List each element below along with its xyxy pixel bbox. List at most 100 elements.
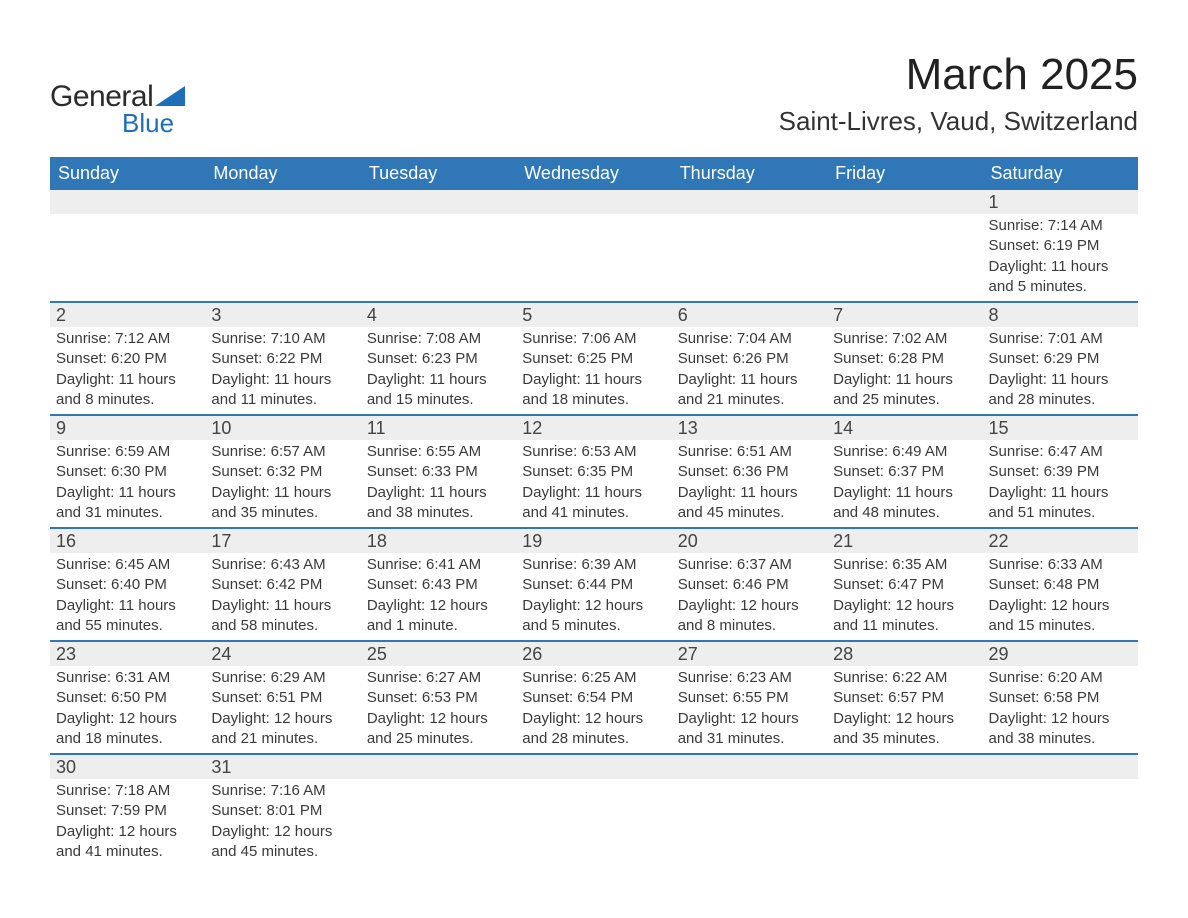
calendar-cell: 12Sunrise: 6:53 AMSunset: 6:35 PMDayligh… — [516, 415, 671, 528]
sunset-text: Sunset: 6:43 PM — [367, 575, 510, 595]
sunrise-text: Sunrise: 6:39 AM — [522, 555, 665, 575]
location: Saint-Livres, Vaud, Switzerland — [779, 106, 1138, 137]
calendar-cell — [516, 190, 671, 302]
calendar-header-row: SundayMondayTuesdayWednesdayThursdayFrid… — [50, 157, 1138, 190]
day-number: 21 — [827, 529, 982, 553]
calendar-cell — [50, 190, 205, 302]
day-body: Sunrise: 6:23 AMSunset: 6:55 PMDaylight:… — [672, 666, 827, 753]
day-body — [827, 214, 982, 292]
day-body — [672, 214, 827, 292]
day-body: Sunrise: 6:49 AMSunset: 6:37 PMDaylight:… — [827, 440, 982, 527]
calendar-cell: 30Sunrise: 7:18 AMSunset: 7:59 PMDayligh… — [50, 754, 205, 866]
sunrise-text: Sunrise: 6:20 AM — [989, 668, 1132, 688]
calendar-week: 9Sunrise: 6:59 AMSunset: 6:30 PMDaylight… — [50, 415, 1138, 528]
day-body: Sunrise: 6:20 AMSunset: 6:58 PMDaylight:… — [983, 666, 1138, 753]
sunrise-text: Sunrise: 7:10 AM — [211, 329, 354, 349]
sunrise-text: Sunrise: 6:49 AM — [833, 442, 976, 462]
daylight-text: Daylight: 12 hours and 25 minutes. — [367, 709, 510, 750]
daylight-text: Daylight: 12 hours and 15 minutes. — [989, 596, 1132, 637]
sunrise-text: Sunrise: 6:43 AM — [211, 555, 354, 575]
sunrise-text: Sunrise: 6:35 AM — [833, 555, 976, 575]
day-number: 10 — [205, 416, 360, 440]
day-body: Sunrise: 6:29 AMSunset: 6:51 PMDaylight:… — [205, 666, 360, 753]
sunset-text: Sunset: 6:30 PM — [56, 462, 199, 482]
sunset-text: Sunset: 6:39 PM — [989, 462, 1132, 482]
day-number — [983, 755, 1138, 779]
calendar-table: SundayMondayTuesdayWednesdayThursdayFrid… — [50, 157, 1138, 866]
sunset-text: Sunset: 6:19 PM — [989, 236, 1132, 256]
day-body: Sunrise: 6:53 AMSunset: 6:35 PMDaylight:… — [516, 440, 671, 527]
day-body: Sunrise: 6:45 AMSunset: 6:40 PMDaylight:… — [50, 553, 205, 640]
day-number: 29 — [983, 642, 1138, 666]
sunset-text: Sunset: 6:50 PM — [56, 688, 199, 708]
day-number: 9 — [50, 416, 205, 440]
daylight-text: Daylight: 11 hours and 38 minutes. — [367, 483, 510, 524]
day-body: Sunrise: 6:43 AMSunset: 6:42 PMDaylight:… — [205, 553, 360, 640]
daylight-text: Daylight: 12 hours and 11 minutes. — [833, 596, 976, 637]
sunset-text: Sunset: 6:53 PM — [367, 688, 510, 708]
calendar-cell: 10Sunrise: 6:57 AMSunset: 6:32 PMDayligh… — [205, 415, 360, 528]
day-number — [361, 755, 516, 779]
sunset-text: Sunset: 6:57 PM — [833, 688, 976, 708]
calendar-cell: 8Sunrise: 7:01 AMSunset: 6:29 PMDaylight… — [983, 302, 1138, 415]
sunrise-text: Sunrise: 6:59 AM — [56, 442, 199, 462]
sunset-text: Sunset: 6:32 PM — [211, 462, 354, 482]
daylight-text: Daylight: 11 hours and 28 minutes. — [989, 370, 1132, 411]
calendar-cell: 3Sunrise: 7:10 AMSunset: 6:22 PMDaylight… — [205, 302, 360, 415]
daylight-text: Daylight: 11 hours and 31 minutes. — [56, 483, 199, 524]
calendar-cell — [827, 190, 982, 302]
day-body — [516, 214, 671, 292]
sunset-text: Sunset: 6:35 PM — [522, 462, 665, 482]
daylight-text: Daylight: 11 hours and 51 minutes. — [989, 483, 1132, 524]
calendar-cell: 7Sunrise: 7:02 AMSunset: 6:28 PMDaylight… — [827, 302, 982, 415]
day-body: Sunrise: 6:31 AMSunset: 6:50 PMDaylight:… — [50, 666, 205, 753]
daylight-text: Daylight: 11 hours and 45 minutes. — [678, 483, 821, 524]
day-number: 11 — [361, 416, 516, 440]
calendar-cell: 17Sunrise: 6:43 AMSunset: 6:42 PMDayligh… — [205, 528, 360, 641]
sunset-text: Sunset: 8:01 PM — [211, 801, 354, 821]
day-body: Sunrise: 7:06 AMSunset: 6:25 PMDaylight:… — [516, 327, 671, 414]
day-number — [672, 190, 827, 214]
sunset-text: Sunset: 6:22 PM — [211, 349, 354, 369]
calendar-cell: 28Sunrise: 6:22 AMSunset: 6:57 PMDayligh… — [827, 641, 982, 754]
sunrise-text: Sunrise: 6:45 AM — [56, 555, 199, 575]
day-number — [361, 190, 516, 214]
sunrise-text: Sunrise: 7:18 AM — [56, 781, 199, 801]
day-body: Sunrise: 6:27 AMSunset: 6:53 PMDaylight:… — [361, 666, 516, 753]
daylight-text: Daylight: 11 hours and 11 minutes. — [211, 370, 354, 411]
calendar-week: 16Sunrise: 6:45 AMSunset: 6:40 PMDayligh… — [50, 528, 1138, 641]
day-number: 16 — [50, 529, 205, 553]
day-number: 13 — [672, 416, 827, 440]
day-body: Sunrise: 7:04 AMSunset: 6:26 PMDaylight:… — [672, 327, 827, 414]
day-header: Thursday — [672, 157, 827, 190]
sunrise-text: Sunrise: 7:16 AM — [211, 781, 354, 801]
calendar-cell — [361, 754, 516, 866]
calendar-week: 2Sunrise: 7:12 AMSunset: 6:20 PMDaylight… — [50, 302, 1138, 415]
day-body — [672, 779, 827, 857]
sunset-text: Sunset: 6:55 PM — [678, 688, 821, 708]
daylight-text: Daylight: 11 hours and 8 minutes. — [56, 370, 199, 411]
day-body: Sunrise: 7:10 AMSunset: 6:22 PMDaylight:… — [205, 327, 360, 414]
sunrise-text: Sunrise: 6:47 AM — [989, 442, 1132, 462]
daylight-text: Daylight: 11 hours and 58 minutes. — [211, 596, 354, 637]
calendar-cell: 18Sunrise: 6:41 AMSunset: 6:43 PMDayligh… — [361, 528, 516, 641]
day-number: 17 — [205, 529, 360, 553]
day-body: Sunrise: 7:08 AMSunset: 6:23 PMDaylight:… — [361, 327, 516, 414]
day-body — [983, 779, 1138, 857]
sunset-text: Sunset: 6:28 PM — [833, 349, 976, 369]
calendar-cell: 19Sunrise: 6:39 AMSunset: 6:44 PMDayligh… — [516, 528, 671, 641]
calendar-week: 1Sunrise: 7:14 AMSunset: 6:19 PMDaylight… — [50, 190, 1138, 302]
month-title: March 2025 — [779, 50, 1138, 100]
calendar-cell: 6Sunrise: 7:04 AMSunset: 6:26 PMDaylight… — [672, 302, 827, 415]
sunrise-text: Sunrise: 7:14 AM — [989, 216, 1132, 236]
title-block: March 2025 Saint-Livres, Vaud, Switzerla… — [779, 50, 1138, 137]
day-number — [672, 755, 827, 779]
sunset-text: Sunset: 7:59 PM — [56, 801, 199, 821]
sunrise-text: Sunrise: 6:23 AM — [678, 668, 821, 688]
daylight-text: Daylight: 12 hours and 5 minutes. — [522, 596, 665, 637]
daylight-text: Daylight: 12 hours and 31 minutes. — [678, 709, 821, 750]
calendar-cell — [672, 190, 827, 302]
calendar-cell — [827, 754, 982, 866]
calendar-cell: 15Sunrise: 6:47 AMSunset: 6:39 PMDayligh… — [983, 415, 1138, 528]
day-number: 28 — [827, 642, 982, 666]
